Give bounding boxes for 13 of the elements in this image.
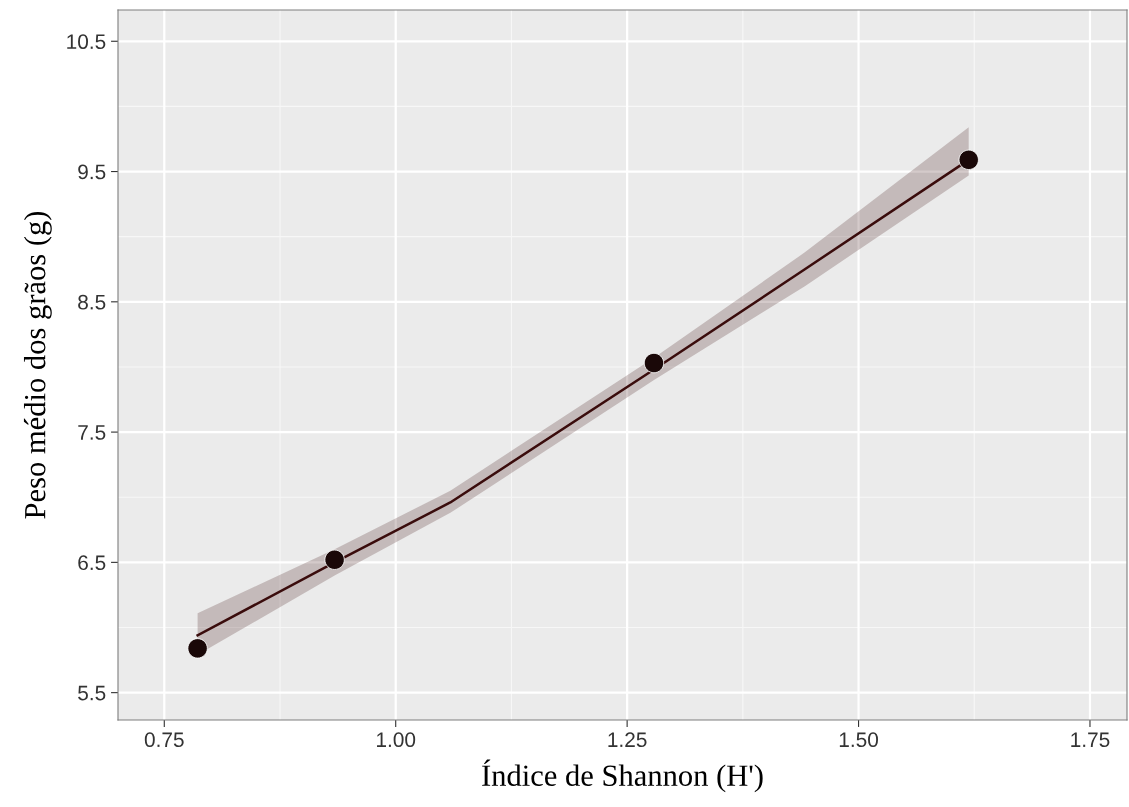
x-tick-label: 0.75 bbox=[144, 732, 184, 748]
x-axis-title: Índice de Shannon (H') bbox=[482, 759, 763, 793]
y-tick-label: 10.5 bbox=[67, 34, 106, 50]
x-tick-label: 1.25 bbox=[608, 732, 647, 748]
y-tick-label: 6.5 bbox=[78, 555, 106, 571]
y-tick-label: 8.5 bbox=[78, 294, 106, 310]
x-tick-label: 1.50 bbox=[839, 732, 879, 748]
x-tick-label: 1.75 bbox=[1071, 732, 1110, 748]
y-axis-title: Peso médio dos grãos (g) bbox=[23, 211, 52, 519]
y-tick-label: 9.5 bbox=[78, 164, 106, 180]
x-tick-label: 1.00 bbox=[377, 732, 416, 748]
y-tick-label: 7.5 bbox=[78, 425, 106, 440]
y-tick-label: 5.5 bbox=[78, 685, 106, 701]
